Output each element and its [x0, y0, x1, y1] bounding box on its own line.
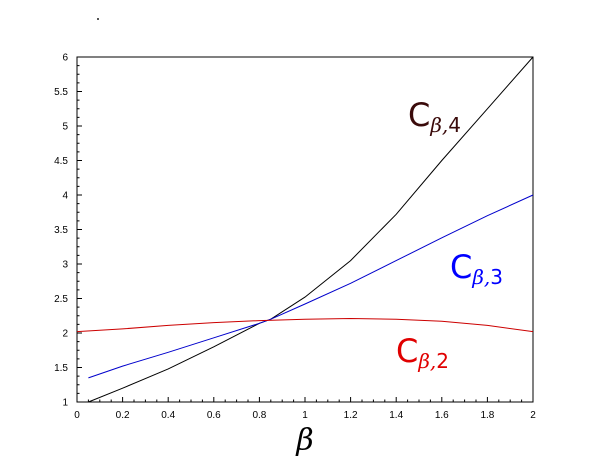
y-tick-label: 2: [62, 329, 68, 340]
y-tick-label: 3.5: [54, 225, 68, 236]
x-tick-label: 0.4: [161, 410, 175, 421]
y-tick-label: 6: [62, 53, 68, 64]
plot-frame: [76, 56, 534, 403]
series-line-3: [76, 317, 534, 333]
y-tick-label: 4.5: [54, 156, 68, 167]
curves: [76, 56, 534, 403]
x-tick-label: 1.2: [344, 410, 358, 421]
y-tick-label: 1.5: [54, 363, 68, 374]
series-label-main: C: [450, 248, 472, 286]
series-label-subn: 4: [448, 113, 461, 137]
x-tick-label: 1.4: [389, 410, 403, 421]
x-tick-label: 0.6: [207, 410, 221, 421]
series-label-3: Cβ,2: [396, 332, 449, 373]
y-tick-label: 5.5: [54, 87, 68, 98]
series-label-main: C: [408, 96, 430, 134]
series-label-1: Cβ,4: [408, 96, 461, 137]
x-tick-label: 0.2: [116, 410, 130, 421]
series-label-sub: β,: [417, 349, 436, 373]
series-line-1: [88, 56, 534, 403]
series-label-subn: 3: [490, 265, 503, 289]
x-tick-label: 0: [74, 410, 80, 421]
x-tick-label: 1.8: [480, 410, 494, 421]
y-tick-label: 1: [62, 398, 68, 409]
series-label-main: C: [396, 332, 418, 370]
x-tick-label: 1: [302, 410, 308, 421]
x-tick-label: 0.8: [252, 410, 266, 421]
x-tick-label: 2: [530, 410, 536, 421]
series-label-2: Cβ,3: [450, 248, 503, 289]
x-tick-label: 1.6: [435, 410, 449, 421]
axes: 0 0.2 0.4 0.6 0.8 1 1.2 1.4 1.6 1.8 2 1 1.5 2 2.5 3 3.5 4…: [54, 53, 536, 422]
curve-labels: Cβ,4Cβ,3Cβ,2: [396, 96, 503, 373]
y-tick-label: 5: [62, 122, 68, 133]
series-label-sub: β,: [429, 113, 448, 137]
series-label-subn: 2: [436, 349, 449, 373]
stray-dot: [97, 18, 99, 20]
y-tick-label: 3: [62, 260, 68, 271]
series-label-sub: β,: [471, 265, 490, 289]
y-tick-label: 4: [62, 191, 68, 202]
y-tick-label: 2.5: [54, 294, 68, 305]
series-line-2: [88, 194, 534, 379]
x-axis-title: β: [295, 423, 313, 458]
